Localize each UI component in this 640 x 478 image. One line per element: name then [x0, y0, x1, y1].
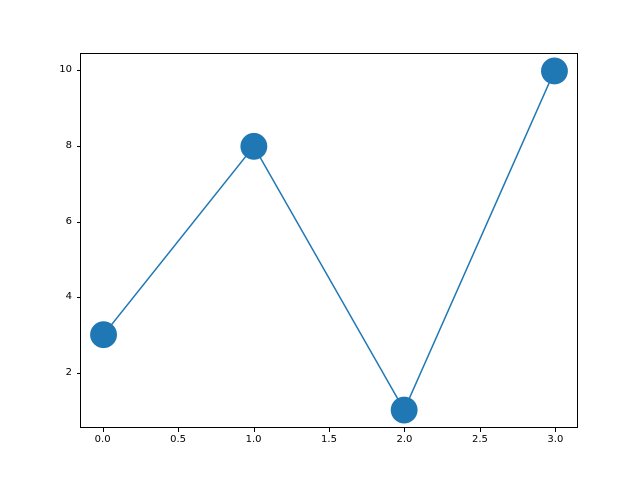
x-tick-mark	[555, 428, 557, 432]
x-tick-mark	[479, 428, 481, 432]
x-tick-mark	[404, 428, 406, 432]
y-tick-mark	[76, 373, 80, 375]
x-tick-label: 0.0	[94, 434, 111, 445]
x-tick-label: 1.0	[245, 434, 262, 445]
x-tick-label: 3.0	[547, 434, 564, 445]
plot-canvas	[90, 57, 568, 424]
data-marker-group	[90, 57, 568, 424]
data-point-marker	[390, 396, 418, 424]
x-tick-label: 1.5	[321, 434, 337, 445]
data-point-marker	[240, 132, 268, 160]
data-point-marker	[541, 57, 568, 85]
x-tick-mark	[178, 428, 180, 432]
y-tick-label: 2	[65, 367, 72, 379]
x-tick-label: 2.5	[471, 434, 488, 445]
y-tick-mark	[76, 297, 80, 299]
y-tick-label: 6	[65, 215, 72, 227]
y-tick-label: 4	[65, 291, 72, 303]
x-tick-mark	[329, 428, 330, 432]
y-tick-mark	[76, 145, 80, 147]
y-tick-label: 10	[59, 64, 72, 76]
y-tick-mark	[76, 70, 80, 72]
x-tick-mark	[253, 428, 255, 432]
plot-axes	[80, 53, 578, 428]
y-tick-label: 8	[65, 139, 72, 151]
data-point-marker	[90, 321, 117, 349]
y-tick-mark	[76, 221, 80, 223]
x-tick-label: 2.0	[396, 434, 413, 445]
data-line	[102, 70, 556, 411]
x-tick-label: 0.5	[170, 434, 187, 445]
x-tick-mark	[102, 428, 104, 432]
